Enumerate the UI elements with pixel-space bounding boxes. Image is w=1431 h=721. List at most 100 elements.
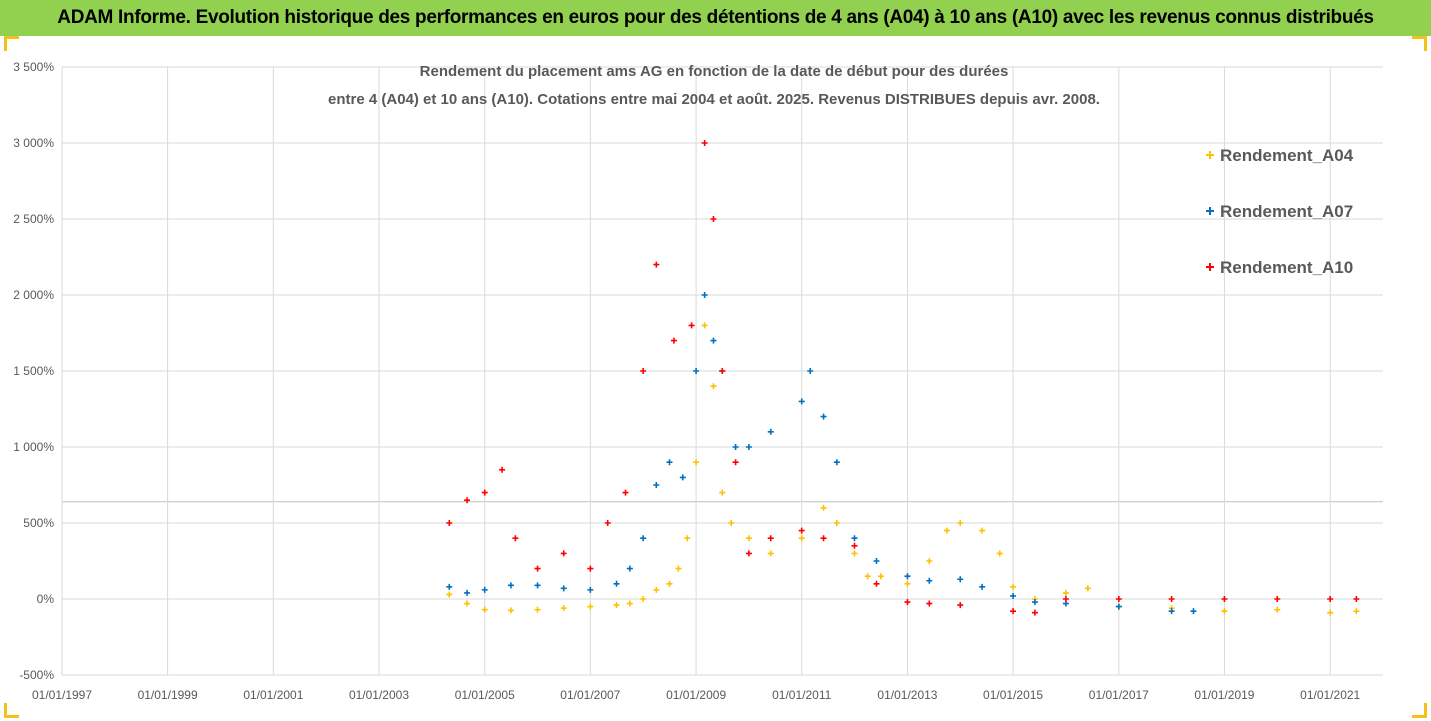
data-point — [904, 573, 911, 580]
data-point — [701, 292, 708, 298]
y-axis-ticks: -500% 0% 500% 1 000% 1 500% 2 000% 2 500% 3 000… — [13, 60, 54, 682]
data-point — [820, 413, 827, 420]
data-point — [710, 337, 717, 344]
data-point — [464, 600, 471, 607]
data-point — [701, 140, 708, 146]
data-point — [604, 520, 611, 526]
data-point — [873, 580, 880, 587]
data-point — [560, 605, 567, 612]
data-point — [640, 596, 647, 602]
data-point — [666, 580, 673, 587]
data-point — [1327, 609, 1334, 616]
x-tick-label: 01/01/1997 — [32, 688, 92, 702]
data-point — [446, 591, 453, 598]
data-point — [745, 550, 752, 557]
data-point — [613, 602, 620, 609]
data-point — [798, 527, 805, 534]
data-point — [833, 520, 840, 526]
data-point — [873, 558, 880, 564]
data-point — [701, 322, 708, 329]
data-point — [767, 550, 774, 557]
data-point — [926, 600, 933, 607]
series-Rendement_A04 — [446, 322, 1360, 616]
data-point — [534, 606, 541, 613]
data-point — [666, 459, 673, 466]
x-tick-label: 01/01/2009 — [666, 688, 726, 702]
chart-title-line-2: entre 4 (A04) et 10 ans (A10). Cotations… — [328, 91, 1100, 108]
data-point — [1031, 609, 1038, 616]
x-tick-label: 01/01/2015 — [983, 688, 1043, 702]
y-tick-label: -500% — [19, 668, 54, 682]
data-point — [481, 489, 488, 496]
legend-marker — [1206, 207, 1214, 215]
data-point — [1274, 606, 1281, 613]
data-point — [640, 368, 647, 374]
data-point — [693, 368, 700, 374]
data-point — [710, 383, 717, 390]
data-point — [1168, 596, 1175, 602]
legend-marker — [1206, 151, 1214, 159]
y-tick-label: 1 500% — [13, 364, 54, 378]
data-point — [719, 368, 726, 374]
data-point — [653, 586, 660, 593]
data-point — [957, 602, 964, 609]
legend-label: Rendement_A04 — [1220, 146, 1354, 165]
data-point — [626, 600, 633, 607]
data-point — [745, 535, 752, 542]
x-tick-label: 01/01/2021 — [1300, 688, 1360, 702]
data-point — [1168, 608, 1175, 615]
x-tick-label: 01/01/2019 — [1194, 688, 1254, 702]
data-point — [1190, 608, 1197, 615]
data-point — [767, 535, 774, 542]
data-point — [904, 599, 911, 606]
x-axis-ticks: 01/01/1997 01/01/1999 01/01/2001 01/01/2003… — [32, 688, 1361, 702]
data-point — [1010, 592, 1017, 599]
data-point — [719, 489, 726, 496]
data-point — [613, 580, 620, 587]
data-point — [499, 466, 506, 473]
legend-label: Rendement_A07 — [1220, 202, 1353, 221]
y-tick-label: 3 000% — [13, 136, 54, 150]
legend-label: Rendement_A10 — [1220, 258, 1353, 277]
data-point — [560, 585, 567, 592]
data-point — [979, 583, 986, 590]
data-point — [587, 586, 594, 593]
data-point — [926, 558, 933, 564]
series-Rendement_A07 — [446, 292, 1197, 615]
data-point — [1115, 596, 1122, 602]
data-point — [464, 589, 471, 596]
frame-corner-bottom-right — [1412, 703, 1427, 718]
chart-frame — [4, 36, 1427, 718]
data-point — [710, 216, 717, 222]
header-bar: ADAM Informe. Evolution historique des p… — [0, 0, 1431, 36]
data-point — [507, 582, 514, 589]
x-tick-label: 01/01/2001 — [243, 688, 303, 702]
data-point — [464, 497, 471, 504]
data-point — [957, 576, 964, 583]
data-point — [587, 603, 594, 610]
frame-corner-top-left — [4, 36, 19, 51]
data-point — [1115, 603, 1122, 610]
x-tick-label: 01/01/2005 — [455, 688, 515, 702]
series-Rendement_A10 — [446, 140, 1360, 616]
data-point — [820, 535, 827, 542]
data-point — [1327, 596, 1334, 602]
data-point — [1274, 596, 1281, 602]
data-point — [640, 535, 647, 542]
data-point — [693, 459, 700, 466]
plot-points — [446, 140, 1360, 616]
data-point — [481, 586, 488, 593]
frame-corner-top-right — [1412, 36, 1427, 51]
data-point — [996, 550, 1003, 557]
data-point — [1062, 596, 1069, 602]
data-point — [560, 550, 567, 557]
data-point — [943, 527, 950, 534]
chart-title-line-1: Rendement du placement ams AG en fonctio… — [420, 63, 1009, 80]
y-tick-label: 1 000% — [13, 440, 54, 454]
data-point — [534, 582, 541, 589]
data-point — [684, 535, 691, 542]
page-title: ADAM Informe. Evolution historique des p… — [57, 7, 1374, 28]
data-point — [587, 565, 594, 572]
data-point — [622, 489, 629, 496]
